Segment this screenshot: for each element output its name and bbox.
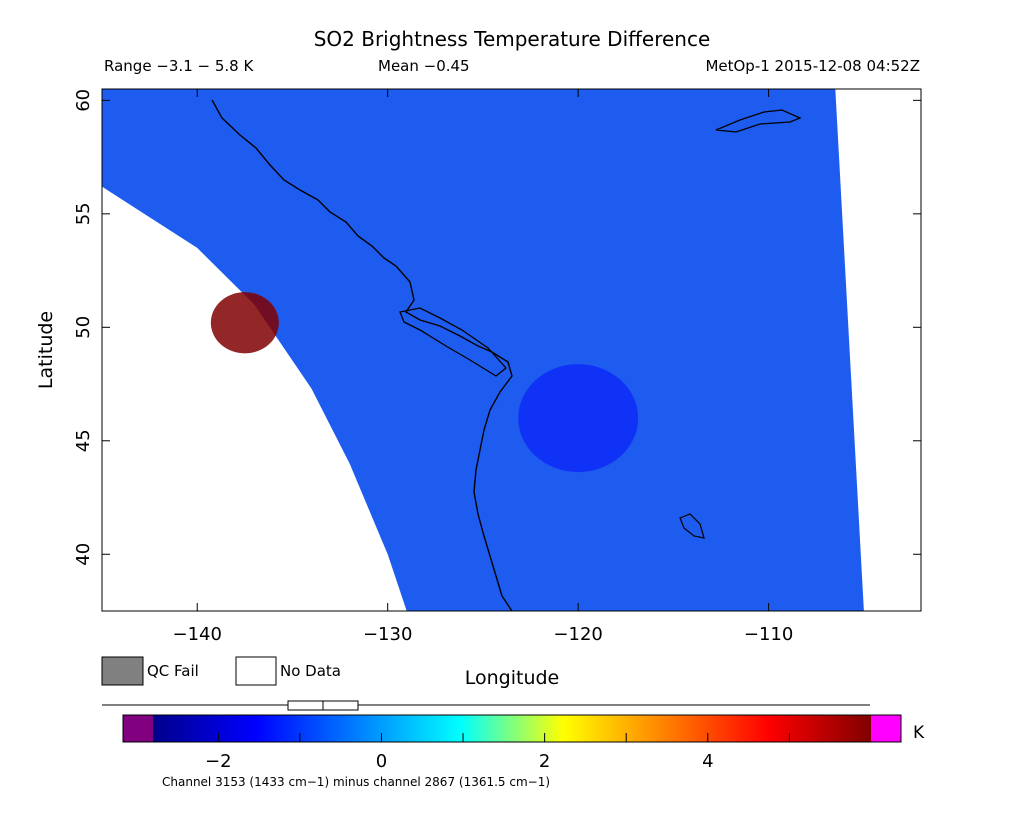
colorbar-ticks: −2 0 2 4 [205,733,790,772]
chart-title: SO2 Brightness Temperature Difference [314,27,711,51]
colorbar-caption: Channel 3153 (1433 cm−1) minus channel 2… [162,775,550,789]
colorbar-unit: K [913,723,925,743]
y-tick-label: 55 [73,202,94,225]
qc-legend: QC Fail No Data [101,656,341,686]
plot-frame [101,88,922,612]
colorbar: −2 0 2 4 K Channel 3153 (1433 cm−1) minus c… [102,700,925,789]
features-layer [210,292,639,473]
lake [715,109,802,133]
x-axis: −140 −130 −120 −110 [173,89,793,645]
colorbar-tick-label: 2 [539,751,550,772]
swath-layer [102,89,864,611]
source-text: MetOp-1 2015-12-08 04:52Z [705,57,920,75]
colorbar-tick-label: 0 [376,751,387,772]
colorbar-tick-label: 4 [702,751,713,772]
x-tick-label: −130 [363,624,412,645]
mean-text: Mean −0.45 [378,57,470,75]
qc-fail-swatch [101,656,144,686]
colorbar-gradient [153,715,871,742]
feature-low-value-core [518,364,639,473]
range-text: Range −3.1 − 5.8 K [104,57,254,75]
feature-so2-plume [210,292,279,354]
y-axis-label: Latitude [35,311,57,389]
y-tick-label: 45 [73,429,94,452]
x-tick-label: −120 [553,624,602,645]
colorbar-tick-label: −2 [205,751,232,772]
colorbar-range-box-right [322,700,359,711]
x-axis-label: Longitude [465,667,560,689]
no-data-swatch [235,656,277,686]
y-tick-label: 40 [73,543,94,566]
y-tick-label: 60 [73,89,94,112]
island [399,307,507,377]
lake-small [679,513,705,539]
plot-area [101,88,922,612]
x-tick-label: −110 [744,624,793,645]
qc-fail-label: QC Fail [147,662,199,680]
swath-polygon [102,89,864,611]
coastline [211,99,513,611]
colorbar-frame [122,714,902,743]
colorbar-over [871,715,901,742]
no-data-label: No Data [280,662,341,680]
colorbar-range-box-left [287,700,324,711]
x-tick-label: −140 [173,624,222,645]
y-tick-label: 50 [73,316,94,339]
y-axis: 40 45 50 55 60 [73,89,921,566]
colorbar-under [123,715,153,742]
